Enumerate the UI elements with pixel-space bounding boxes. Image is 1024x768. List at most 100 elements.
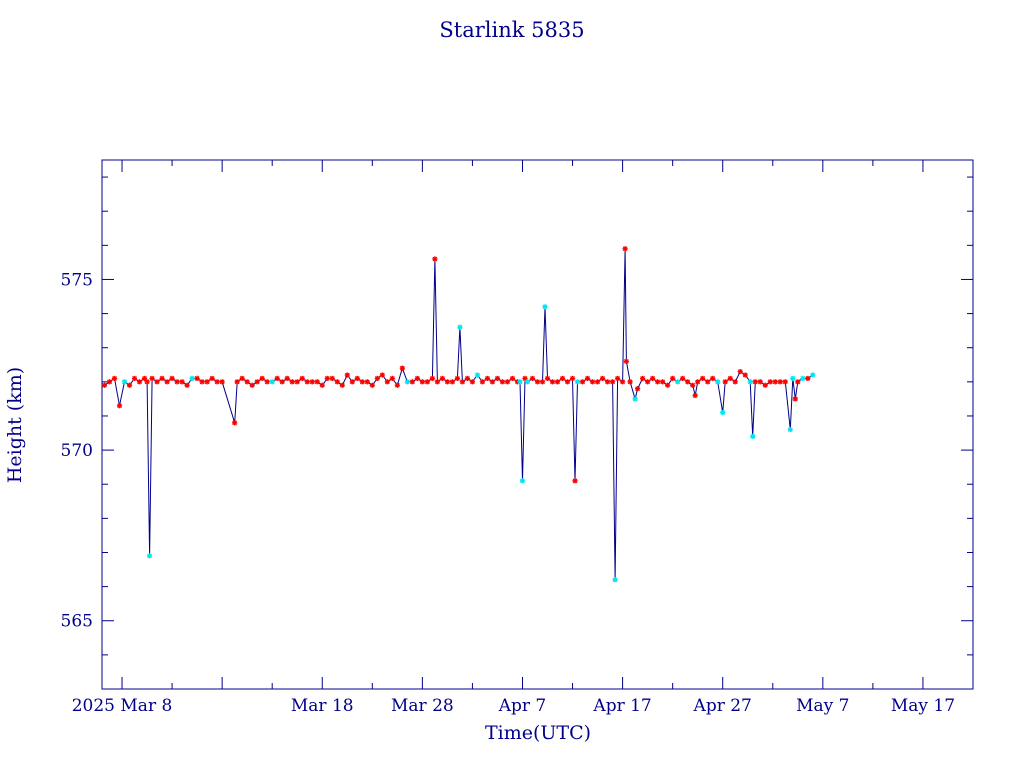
- data-point: [319, 382, 325, 388]
- data-point: [457, 324, 463, 330]
- x-axis-label: Time(UTC): [485, 722, 591, 744]
- data-point: [369, 382, 375, 388]
- y-tick-label: 565: [61, 612, 93, 632]
- data-point: [279, 379, 285, 385]
- y-axis-label: Height (km): [4, 367, 26, 483]
- data-point: [154, 379, 160, 385]
- data-point: [692, 392, 698, 399]
- data-point: [304, 379, 310, 385]
- data-point: [737, 369, 743, 375]
- data-point: [767, 379, 773, 385]
- data-point: [762, 382, 768, 388]
- data-point: [404, 379, 410, 385]
- data-point: [214, 379, 220, 385]
- data-point: [584, 375, 591, 382]
- data-point: [454, 375, 461, 382]
- data-point: [722, 379, 728, 385]
- x-tick-label: 2025 Mar 8: [72, 696, 173, 716]
- data-point: [517, 379, 523, 385]
- x-tick-label: Mar 28: [391, 696, 454, 716]
- data-point: [464, 375, 471, 382]
- data-point: [727, 375, 733, 382]
- data-point: [539, 379, 546, 385]
- data-point: [790, 375, 796, 382]
- data-point: [334, 379, 340, 385]
- data-point: [424, 379, 430, 385]
- data-point: [244, 379, 250, 385]
- data-point: [494, 375, 501, 382]
- data-point: [622, 246, 628, 252]
- data-point: [499, 379, 506, 385]
- data-point: [439, 375, 445, 382]
- data-point: [757, 379, 763, 385]
- data-point: [169, 375, 175, 382]
- data-point: [650, 375, 656, 382]
- data-point: [519, 478, 526, 484]
- data-point: [489, 379, 496, 385]
- data-point: [329, 375, 335, 382]
- data-point: [209, 375, 215, 382]
- data-point: [239, 375, 245, 382]
- data-point: [199, 379, 205, 385]
- series-line: [104, 248, 814, 580]
- data-point: [750, 433, 756, 440]
- data-point: [640, 375, 646, 382]
- data-point: [414, 375, 420, 382]
- data-point: [429, 375, 435, 382]
- data-point: [219, 379, 225, 385]
- data-point: [484, 375, 491, 382]
- data-point: [509, 375, 516, 382]
- data-point: [675, 379, 681, 385]
- data-point: [805, 375, 811, 382]
- data-point: [349, 379, 355, 385]
- data-point: [742, 372, 748, 378]
- data-point: [184, 382, 190, 388]
- data-point: [705, 379, 711, 385]
- data-point: [504, 379, 511, 385]
- data-point: [660, 379, 666, 385]
- data-point: [810, 372, 816, 378]
- data-point: [146, 553, 153, 559]
- data-point: [524, 379, 531, 385]
- x-tick-label: Apr 7: [498, 696, 547, 716]
- data-point: [379, 372, 385, 378]
- data-point: [234, 379, 240, 385]
- data-point: [126, 382, 133, 388]
- data-point: [599, 375, 606, 382]
- data-point: [289, 379, 295, 385]
- data-point: [612, 577, 618, 583]
- data-point: [614, 375, 621, 382]
- data-point: [604, 379, 611, 385]
- plot-frame: [101, 159, 974, 690]
- data-point: [409, 379, 415, 385]
- data-point: [259, 375, 265, 382]
- data-point: [294, 379, 300, 385]
- chart-title: Starlink 5835: [439, 18, 584, 42]
- data-point: [544, 375, 551, 382]
- data-point: [720, 409, 726, 416]
- data-point: [645, 379, 651, 385]
- data-point: [632, 396, 638, 402]
- data-point: [419, 379, 425, 385]
- data-point: [777, 379, 783, 385]
- data-point: [159, 375, 165, 382]
- data-point: [623, 358, 629, 364]
- data-point: [732, 379, 738, 385]
- data-point: [619, 379, 626, 385]
- data-point: [121, 379, 128, 385]
- x-tick-label: Mar 18: [291, 696, 354, 716]
- series-group: [101, 246, 816, 583]
- data-point: [249, 382, 255, 388]
- data-point: [700, 375, 706, 382]
- data-point: [309, 379, 315, 385]
- data-point: [609, 379, 616, 385]
- data-point: [174, 379, 180, 385]
- data-point: [131, 375, 138, 382]
- data-point: [579, 379, 586, 385]
- data-point: [101, 382, 108, 388]
- data-point: [782, 379, 788, 385]
- data-point: [479, 379, 486, 385]
- x-tick-label: Apr 27: [693, 696, 752, 716]
- data-point: [574, 379, 581, 385]
- data-point: [144, 379, 150, 385]
